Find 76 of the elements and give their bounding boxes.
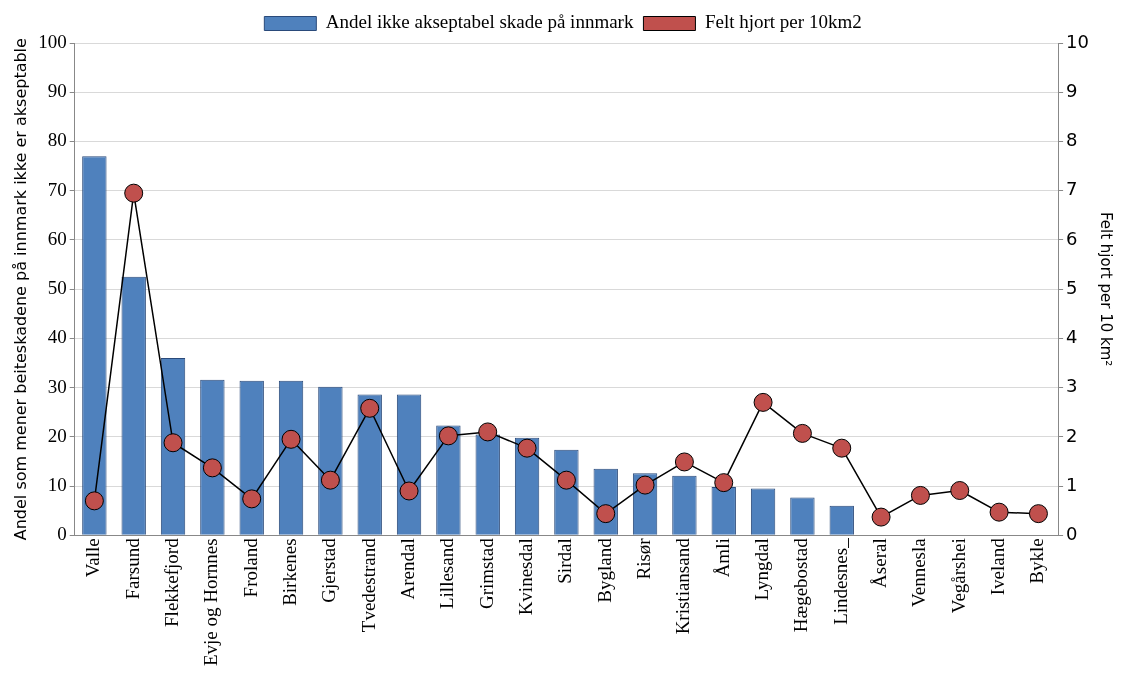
x-tick-label: Gjerstad: [318, 537, 340, 603]
x-tick-label: Froland: [239, 537, 261, 598]
y2-tick-label: 2: [1066, 424, 1078, 446]
x-tick-label: Evje og Hornnes: [200, 538, 222, 667]
point: [438, 426, 458, 446]
point: [674, 452, 694, 472]
point: [163, 433, 183, 453]
point: [714, 473, 734, 493]
legend-label: Andel ikke akseptabel skade på innmark: [325, 11, 634, 33]
point: [753, 392, 773, 412]
y2-tick-label: 5: [1066, 276, 1078, 298]
y-tick-label: 70: [47, 178, 67, 200]
x-tick-label: Valle: [82, 538, 104, 578]
x-tick-label: Iveland: [987, 537, 1009, 596]
x-tick-label: Flekkefjord: [161, 537, 183, 627]
y-tick-label: 100: [38, 30, 67, 52]
point: [320, 470, 340, 490]
x-tick-label: Vennesla: [908, 537, 930, 607]
y2-tick-label: 8: [1066, 129, 1078, 151]
x-tick-label: Birkenes: [279, 538, 301, 606]
point: [596, 504, 616, 524]
x-tick-label: Arendal: [397, 538, 419, 600]
x-tick-label: Lillesand: [436, 537, 458, 610]
x-tick-label: Bygland: [593, 537, 615, 603]
x-tick-label: Tvedestrand: [357, 537, 379, 633]
point: [478, 422, 498, 442]
point: [832, 438, 852, 458]
y2-tick-label: 3: [1066, 375, 1078, 397]
point: [242, 489, 262, 509]
y-axis-title: Andel som mener beiteskadene på innmark ikke er akseptable: [10, 38, 30, 541]
y-tick-label: 80: [47, 129, 67, 151]
x-tick-label: Kristiansand: [672, 537, 694, 635]
y2-tick-label: 7: [1066, 178, 1078, 200]
point: [202, 458, 222, 478]
y2-tick-label: 6: [1066, 227, 1078, 249]
point: [1028, 504, 1048, 524]
y2-tick-label: 4: [1066, 326, 1078, 348]
point: [556, 470, 576, 490]
x-tick-label: Åmli: [711, 538, 733, 578]
y-tick-label: 10: [47, 474, 67, 496]
y-tick-label: 90: [47, 80, 67, 102]
x-tick-label: Grimstad: [475, 537, 497, 610]
point: [517, 438, 537, 458]
y2-tick-label: 1: [1066, 473, 1078, 495]
x-tick-label: Sirdal: [554, 538, 576, 584]
y-tick-label: 0: [57, 523, 67, 545]
point: [635, 475, 655, 495]
y-tick-label: 50: [47, 277, 67, 299]
point: [399, 481, 419, 501]
y-tick-label: 20: [47, 424, 67, 446]
x-tick-label: Bykle: [1026, 538, 1048, 584]
y-tick-label: 40: [47, 326, 67, 348]
x-tick-label: Farsund: [121, 537, 143, 600]
y-tick-label: 60: [47, 227, 67, 249]
point: [910, 485, 930, 505]
y-tick-label: 30: [47, 375, 67, 397]
x-tick-label: Lyngdal: [751, 538, 773, 601]
y2-tick-label: 10: [1066, 30, 1089, 52]
point: [124, 183, 144, 203]
point: [360, 398, 380, 418]
x-tick-label: Hægebostad: [790, 537, 812, 633]
x-tick-label: Kvinesdal: [515, 538, 537, 616]
x-tick-label: Lindesnes_: [829, 537, 851, 625]
point: [84, 491, 104, 511]
legend-label: Felt hjort per 10km2: [704, 11, 862, 33]
point: [281, 429, 301, 449]
y2-tick-label: 9: [1066, 79, 1078, 101]
x-tick-label: Åseral: [869, 538, 891, 588]
x-tick-label: Vegårshei: [947, 538, 969, 614]
y2-axis-title: Felt hjort per 10 km²: [1097, 211, 1116, 367]
x-tick-label: Risør: [633, 537, 655, 580]
point: [950, 481, 970, 501]
y2-tick-label: 0: [1066, 522, 1078, 544]
point: [792, 423, 812, 443]
point: [871, 507, 891, 527]
point: [989, 502, 1009, 522]
